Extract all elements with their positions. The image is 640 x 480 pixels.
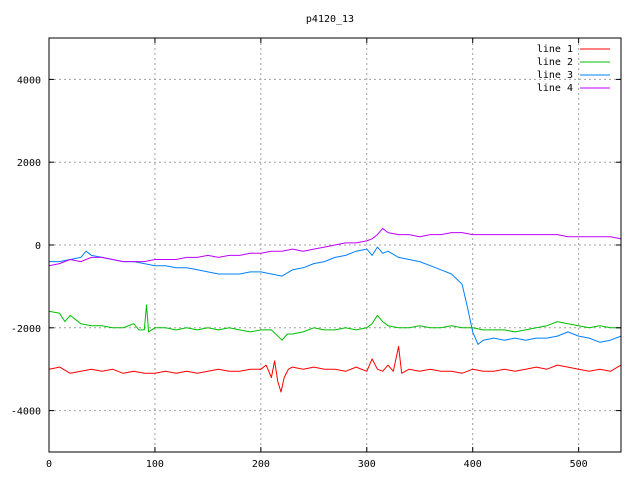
y-tick-label: 4000 [17, 75, 41, 86]
series-line-1 [48, 345, 622, 393]
y-tick-label: -2000 [11, 324, 41, 335]
series-group [48, 227, 622, 393]
chart-title: p4120_13 [306, 14, 354, 25]
axis-ticks: 0 100 200 300 400 500 -4000 -2000 0 2000 4000 [11, 38, 621, 470]
y-tick-label: 0 [35, 241, 41, 252]
x-tick-label: 200 [252, 459, 270, 470]
legend-label-4: line 4 [537, 83, 573, 94]
legend: line 1 line 2 line 3 line 4 [537, 44, 610, 94]
y-tick-label: -4000 [11, 407, 41, 418]
legend-label-2: line 2 [537, 57, 573, 68]
series-line-4 [48, 227, 622, 267]
series-line-2 [48, 304, 621, 341]
series-line-3 [49, 246, 622, 345]
x-tick-label: 300 [358, 459, 376, 470]
x-tick-label: 100 [146, 459, 164, 470]
x-tick-label: 0 [46, 459, 52, 470]
y-tick-label: 2000 [17, 158, 41, 169]
legend-label-1: line 1 [537, 44, 573, 55]
legend-label-3: line 3 [537, 70, 573, 81]
x-tick-label: 500 [570, 459, 588, 470]
x-tick-label: 400 [464, 459, 482, 470]
